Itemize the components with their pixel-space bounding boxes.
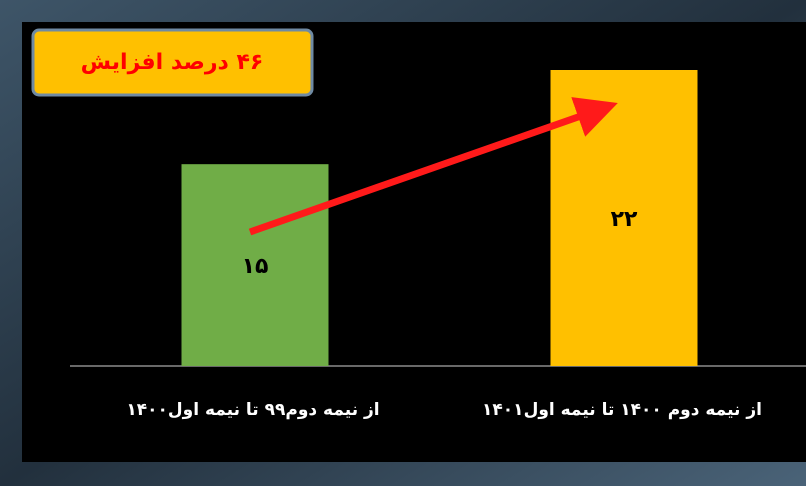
value-label: ۱۵ xyxy=(242,254,269,279)
annotation: ۴۶ درصد افزایش xyxy=(81,50,264,75)
bar xyxy=(181,164,329,366)
annotation-box xyxy=(31,28,314,97)
trend-arrow xyxy=(248,97,618,236)
x-tick-label: از نیمه دوم۹۹ تا نیمه اول۱۴۰۰ xyxy=(126,400,379,420)
value-label: ۲۲ xyxy=(611,207,638,232)
x-tick-label: از نیمه دوم ۱۴۰۰ تا نیمه اول۱۴۰۱ xyxy=(482,400,762,420)
